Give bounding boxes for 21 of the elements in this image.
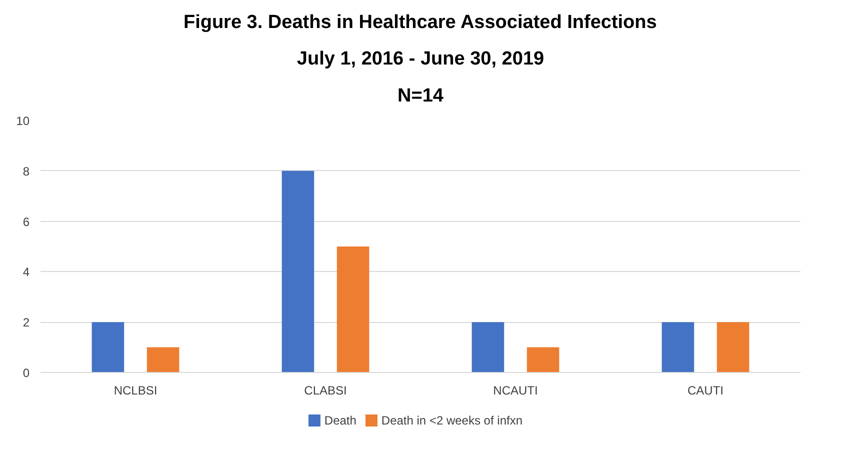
y-tick-label: 10 [16, 114, 30, 128]
x-tick-label: CLABSI [304, 384, 347, 398]
x-tick-label: CAUTI [688, 384, 724, 398]
bar [472, 322, 504, 372]
bar [526, 347, 560, 372]
y-tick-label: 4 [22, 265, 30, 280]
y-tick-label: 2 [22, 316, 30, 330]
bar [92, 322, 124, 372]
y-tick-label: 8 [22, 164, 30, 178]
bar [146, 347, 180, 372]
x-tick-label: NCAUTI [493, 384, 538, 398]
y-tick-label: 6 [22, 214, 30, 229]
bar [662, 322, 694, 372]
chart-title: Figure 3. Deaths in Healthcare Associated Infections July 1, 2016 - June 30, 2019 N=14 [183, 12, 657, 106]
bar [336, 246, 370, 372]
legend-label: Death in <2 weeks of infxn [381, 414, 523, 428]
y-tick-label: 0 [22, 366, 30, 380]
bar [282, 170, 314, 372]
x-tick-label: NCLBSI [114, 384, 158, 398]
legend-label: Death [324, 414, 356, 428]
bar [716, 322, 750, 372]
